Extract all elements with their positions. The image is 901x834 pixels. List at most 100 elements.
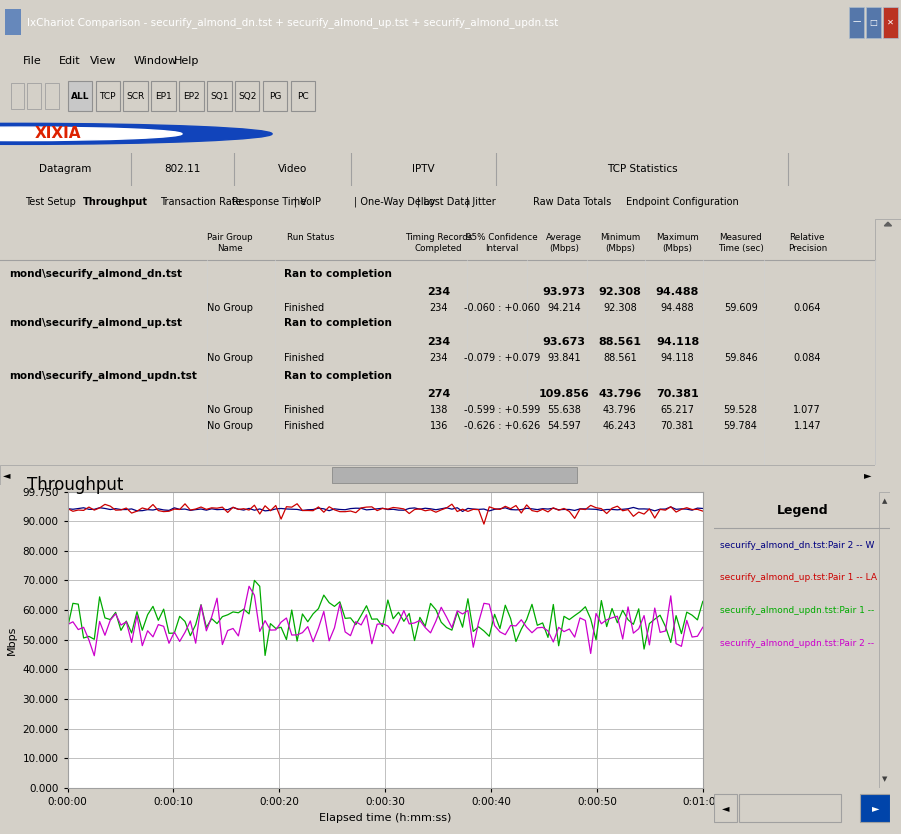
Text: 94.488: 94.488 — [656, 288, 699, 297]
Text: Help: Help — [174, 56, 199, 66]
Text: 59.609: 59.609 — [724, 304, 758, 314]
Text: No Group: No Group — [206, 304, 253, 314]
FancyBboxPatch shape — [123, 82, 148, 111]
Text: Response Time: Response Time — [232, 198, 306, 207]
Text: No Group: No Group — [206, 421, 253, 431]
Text: Throughput: Throughput — [83, 198, 148, 207]
Bar — [883, 7, 898, 38]
Text: securify_almond_up.tst:Pair 1 -- LA: securify_almond_up.tst:Pair 1 -- LA — [720, 574, 877, 582]
Text: | Jitter: | Jitter — [466, 197, 496, 208]
Text: securify_almond_dn.tst:Pair 2 -- W: securify_almond_dn.tst:Pair 2 -- W — [720, 541, 874, 550]
Text: ▼: ▼ — [882, 776, 887, 782]
Text: Raw Data Totals: Raw Data Totals — [533, 198, 612, 207]
Text: 234: 234 — [430, 304, 448, 314]
Text: File: File — [23, 56, 41, 66]
Text: Edit: Edit — [59, 56, 80, 66]
Text: PC: PC — [297, 92, 309, 101]
Text: 95% Confidence
Interval: 95% Confidence Interval — [466, 234, 538, 253]
Text: Legend: Legend — [777, 504, 828, 517]
FancyBboxPatch shape — [291, 82, 315, 111]
Bar — [875, 219, 901, 465]
Text: PG: PG — [269, 92, 281, 101]
Text: 802.11: 802.11 — [164, 164, 201, 174]
Text: 92.308: 92.308 — [598, 288, 642, 297]
Text: 1.077: 1.077 — [794, 405, 821, 415]
FancyBboxPatch shape — [235, 82, 259, 111]
Text: Endpoint Configuration: Endpoint Configuration — [626, 198, 739, 207]
Text: 43.796: 43.796 — [603, 405, 637, 415]
Y-axis label: Mbps: Mbps — [6, 626, 16, 655]
Text: XIXIA: XIXIA — [34, 127, 81, 141]
Text: ◄: ◄ — [723, 803, 730, 813]
Text: 43.796: 43.796 — [598, 389, 642, 399]
Circle shape — [0, 123, 272, 144]
Text: 109.856: 109.856 — [539, 389, 589, 399]
Text: No Group: No Group — [206, 405, 253, 415]
Text: View: View — [90, 56, 116, 66]
Text: Finished: Finished — [284, 304, 324, 314]
Text: Measured
Time (sec): Measured Time (sec) — [718, 234, 763, 253]
Text: EP1: EP1 — [155, 92, 172, 101]
Text: Finished: Finished — [284, 353, 324, 363]
Text: 136: 136 — [430, 421, 448, 431]
Bar — [739, 794, 841, 822]
Text: 70.381: 70.381 — [656, 389, 699, 399]
Text: 138: 138 — [430, 405, 448, 415]
Text: Throughput: Throughput — [27, 476, 123, 495]
Text: 59.846: 59.846 — [724, 353, 758, 363]
Bar — [878, 492, 890, 788]
Bar — [860, 794, 890, 822]
Text: mond\securify_almond_up.tst: mond\securify_almond_up.tst — [9, 318, 182, 329]
FancyBboxPatch shape — [179, 82, 204, 111]
Text: 88.561: 88.561 — [598, 337, 642, 346]
Text: 93.841: 93.841 — [547, 353, 581, 363]
Text: 92.308: 92.308 — [603, 304, 637, 314]
Text: Finished: Finished — [284, 421, 324, 431]
Text: EP2: EP2 — [183, 92, 200, 101]
Text: | Lost Data: | Lost Data — [417, 197, 470, 208]
Bar — [11, 83, 24, 109]
Text: ◄: ◄ — [4, 470, 11, 480]
Text: 1.147: 1.147 — [794, 421, 821, 431]
Text: No Group: No Group — [206, 353, 253, 363]
Text: 54.597: 54.597 — [547, 421, 581, 431]
Text: -0.060 : +0.060: -0.060 : +0.060 — [464, 304, 540, 314]
Text: ALL: ALL — [70, 92, 89, 101]
Text: SCR: SCR — [126, 92, 145, 101]
X-axis label: Elapsed time (h:mm:ss): Elapsed time (h:mm:ss) — [319, 812, 451, 822]
Text: SQ1: SQ1 — [210, 92, 229, 101]
Text: Average
(Mbps): Average (Mbps) — [546, 234, 582, 253]
Text: Minimum
(Mbps): Minimum (Mbps) — [600, 234, 640, 253]
Text: 94.118: 94.118 — [656, 337, 699, 346]
Text: Pair Group
Name: Pair Group Name — [207, 234, 252, 253]
Text: 0.064: 0.064 — [794, 304, 821, 314]
Text: ►: ► — [871, 803, 879, 813]
FancyBboxPatch shape — [96, 82, 120, 111]
Text: | VoIP: | VoIP — [294, 197, 321, 208]
Text: -0.599 : +0.599: -0.599 : +0.599 — [464, 405, 540, 415]
Text: 59.784: 59.784 — [724, 421, 758, 431]
Text: TCP Statistics: TCP Statistics — [606, 164, 678, 174]
Text: 46.243: 46.243 — [603, 421, 637, 431]
Text: securify_almond_updn.tst:Pair 1 --: securify_almond_updn.tst:Pair 1 -- — [720, 606, 874, 615]
FancyBboxPatch shape — [263, 82, 287, 111]
Circle shape — [0, 127, 182, 141]
Bar — [849, 7, 864, 38]
Text: Video: Video — [278, 164, 307, 174]
Text: Ran to completion: Ran to completion — [284, 269, 392, 279]
Text: IxChariot Comparison - securify_almond_dn.tst + securify_almond_up.tst + securif: IxChariot Comparison - securify_almond_d… — [27, 17, 559, 28]
Text: ✕: ✕ — [887, 18, 894, 27]
Text: -0.079 : +0.079: -0.079 : +0.079 — [464, 353, 540, 363]
Text: -0.626 : +0.626: -0.626 : +0.626 — [464, 421, 540, 431]
Bar — [27, 83, 41, 109]
Text: 234: 234 — [427, 337, 450, 346]
Text: 65.217: 65.217 — [660, 405, 695, 415]
FancyBboxPatch shape — [207, 82, 232, 111]
Text: 93.673: 93.673 — [542, 337, 586, 346]
Text: ►: ► — [864, 470, 871, 480]
Text: Transaction Rate: Transaction Rate — [160, 198, 242, 207]
Text: Test Setup: Test Setup — [25, 198, 76, 207]
Text: Run Status: Run Status — [287, 234, 334, 242]
Text: SQ2: SQ2 — [238, 92, 257, 101]
Text: 94.488: 94.488 — [660, 304, 695, 314]
